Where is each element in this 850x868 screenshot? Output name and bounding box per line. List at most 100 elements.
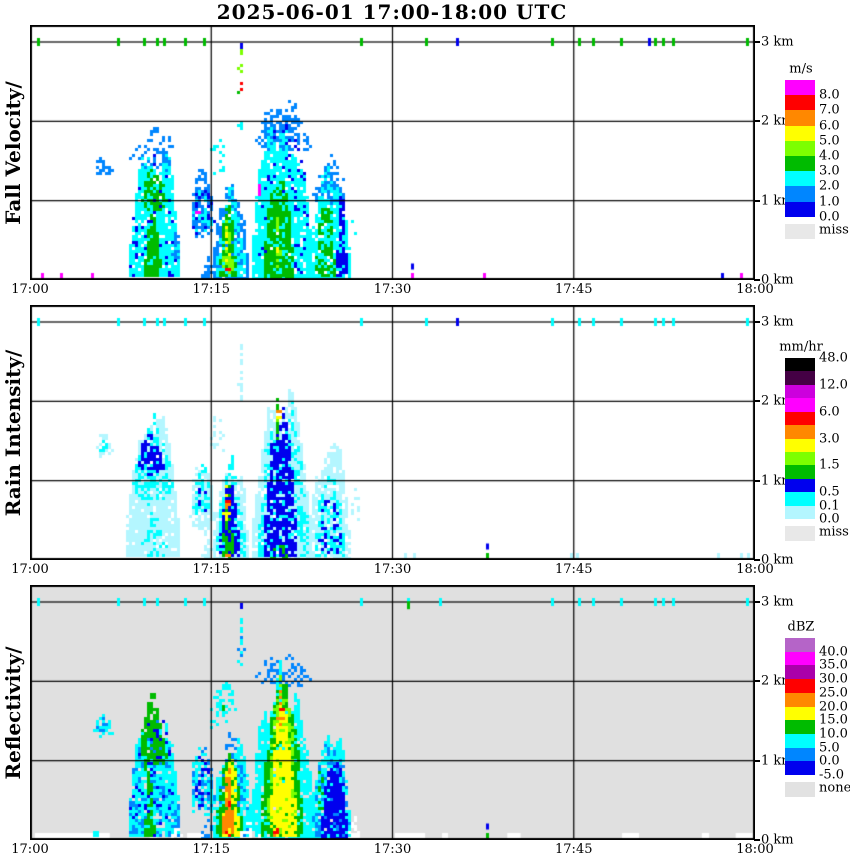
rain-intensity-legend-label: 0.0 — [819, 511, 840, 527]
fall-velocity-legend-swatch-red — [785, 95, 815, 111]
reflectivity-legend-unit: dBZ — [787, 619, 815, 635]
reflectivity-legend-label: 20.0 — [819, 699, 848, 714]
rain-intensity-legend-swatch-blue — [785, 478, 815, 493]
fall-velocity-legend-swatch-miss — [785, 223, 815, 239]
fall-velocity-legend-label: 3.0 — [819, 163, 840, 179]
rain-intensity-legend-label: 0.5 — [819, 484, 840, 500]
reflectivity-legend-swatch-orange — [785, 692, 815, 707]
height-label-0km: 0 km — [761, 832, 794, 848]
rain-intensity-legend-swatch-violet — [785, 384, 815, 399]
reflectivity-axis-label: Reflectivity/ — [1, 646, 25, 780]
rain-intensity-legend-swatch-magenta — [785, 398, 815, 413]
reflectivity-legend-swatch-orchid — [785, 638, 815, 653]
rain-intensity-legend-label: 3.0 — [819, 431, 840, 446]
height-tick-3km — [754, 601, 760, 603]
height-tick-1km — [754, 759, 760, 762]
rain-intensity-legend-swatch-cyan — [785, 492, 815, 507]
reflectivity-legend-label: 35.0 — [819, 657, 848, 673]
rain-intensity-legend-unit: mm/hr — [779, 339, 823, 355]
time-label-1745: 17:45 — [555, 282, 593, 297]
rain-intensity-legend-swatch-black — [785, 358, 815, 372]
rain-intensity-legend-label: 1.5 — [819, 457, 840, 473]
height-label-0km: 0 km — [761, 552, 794, 568]
rain-intensity-legend-swatch-darkpurple — [785, 371, 815, 386]
reflectivity-legend-label-missing: none — [819, 780, 850, 796]
fall-velocity-legend-swatch-magenta — [785, 80, 815, 96]
reflectivity-legend-label: 25.0 — [819, 685, 848, 701]
reflectivity-legend-label: -5.0 — [819, 767, 845, 783]
reflectivity-heatmap — [30, 585, 755, 840]
height-tick-1km — [754, 199, 760, 202]
height-tick-2km — [754, 680, 760, 683]
fall-velocity-legend-swatch-blue — [785, 201, 815, 218]
time-label-1700: 17:00 — [11, 282, 49, 297]
fall-velocity-legend-swatch-dodger — [785, 186, 815, 203]
page-title: 2025-06-01 17:00-18:00 UTC — [216, 0, 568, 24]
height-label-3km: 3 km — [761, 34, 794, 50]
reflectivity-legend-swatch-yellow — [785, 706, 815, 721]
time-label-1745: 17:45 — [555, 842, 593, 857]
fall-velocity-legend-label: 5.0 — [819, 133, 840, 149]
fall-velocity-legend-label: 6.0 — [819, 118, 840, 134]
time-label-1730: 17:30 — [373, 562, 412, 577]
fall-velocity-legend-unit: m/s — [789, 61, 813, 77]
rain-intensity-legend-swatch-yellow — [785, 438, 815, 453]
fall-velocity-legend-label: 8.0 — [819, 87, 840, 103]
fall-velocity-axis-label: Fall Velocity/ — [1, 81, 25, 225]
rain-intensity-legend-swatch-pale — [785, 505, 815, 520]
reflectivity-legend-swatch-purple — [785, 665, 815, 680]
height-label-0km: 0 km — [761, 272, 794, 288]
fall-velocity-legend-label: 7.0 — [819, 102, 840, 118]
height-tick-2km — [754, 400, 760, 403]
rain-intensity-legend-swatch-orange — [785, 425, 815, 439]
fall-velocity-legend-swatch-chartreuse — [785, 140, 815, 157]
rain-intensity-axis-label: Rain Intensity/ — [1, 349, 25, 517]
reflectivity-legend-swatch-dodger — [785, 747, 815, 762]
reflectivity-legend-swatch-magenta — [785, 651, 815, 666]
time-label-1730: 17:30 — [373, 282, 412, 297]
fall-velocity-legend-label: 0.0 — [819, 209, 840, 225]
time-label-1745: 17:45 — [555, 562, 593, 577]
height-tick-0km — [754, 279, 760, 281]
fall-velocity-legend-label: 1.0 — [819, 194, 840, 210]
time-label-1715: 17:15 — [192, 842, 230, 857]
height-tick-2km — [754, 120, 760, 123]
time-label-1715: 17:15 — [192, 562, 230, 577]
time-label-1700: 17:00 — [11, 842, 49, 857]
rain-intensity-legend-swatch-green — [785, 465, 815, 480]
height-tick-3km — [754, 41, 760, 43]
fall-velocity-legend-label: 2.0 — [819, 178, 840, 194]
reflectivity-legend-swatch-green — [785, 720, 815, 735]
time-label-1730: 17:30 — [373, 842, 412, 857]
rain-intensity-legend-label: 6.0 — [819, 404, 840, 420]
rain-intensity-heatmap — [30, 305, 755, 560]
rain-intensity-legend-label: 12.0 — [819, 377, 848, 393]
reflectivity-legend-label: 5.0 — [819, 740, 840, 756]
fall-velocity-legend-label-missing: miss — [819, 222, 849, 238]
reflectivity-legend-label: 15.0 — [819, 712, 848, 728]
rain-intensity-legend-swatch-miss — [785, 526, 815, 541]
fall-velocity-legend-swatch-cyan — [785, 171, 815, 187]
reflectivity-legend-label: 0.0 — [819, 753, 840, 769]
fall-velocity-legend-swatch-yellow — [785, 125, 815, 142]
time-label-1800: 18:00 — [736, 842, 774, 857]
fall-velocity-legend-swatch-green — [785, 156, 815, 172]
time-label-1800: 18:00 — [736, 562, 774, 577]
rain-intensity-legend-label-missing: miss — [819, 524, 849, 540]
rain-intensity-legend-swatch-chartreuse — [785, 451, 815, 466]
reflectivity-legend-label: 40.0 — [819, 644, 848, 660]
reflectivity-legend-swatch-none — [785, 782, 815, 797]
time-label-1800: 18:00 — [736, 282, 774, 297]
reflectivity-legend-swatch-red — [785, 679, 815, 694]
height-tick-0km — [754, 559, 760, 561]
height-tick-1km — [754, 479, 760, 482]
rain-intensity-legend-swatch-red — [785, 411, 815, 426]
fall-velocity-legend-swatch-orange — [785, 110, 815, 127]
height-label-3km: 3 km — [761, 594, 794, 610]
reflectivity-legend-swatch-cyan — [785, 733, 815, 749]
height-tick-3km — [754, 321, 760, 323]
rain-intensity-legend-label: 0.1 — [819, 498, 840, 514]
reflectivity-legend-swatch-blue — [785, 761, 815, 776]
time-label-1715: 17:15 — [192, 282, 230, 297]
time-label-1700: 17:00 — [11, 562, 49, 577]
